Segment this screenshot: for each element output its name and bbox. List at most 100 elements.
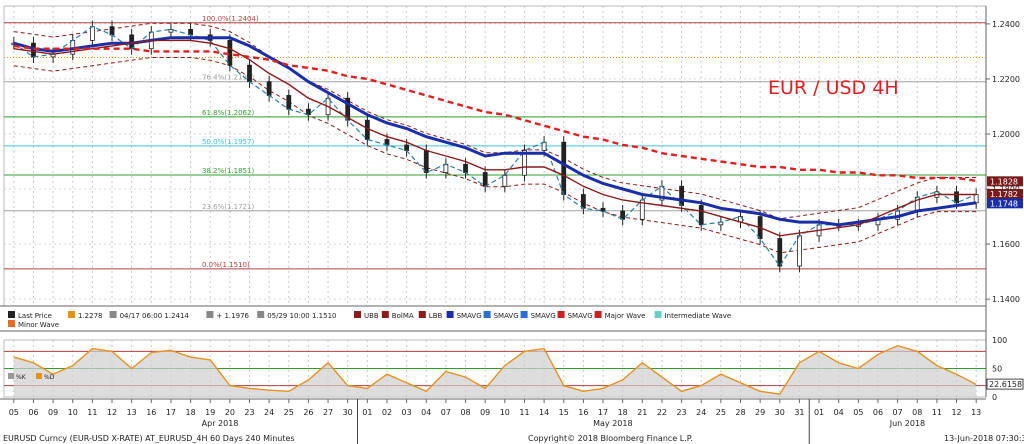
legend-swatch [654,311,662,318]
x-axis-tick-label: 04 [421,408,431,417]
series-line-bolma [13,39,977,237]
price-candle [404,144,410,151]
series-line-major-wave [13,44,977,182]
x-axis-tick-label: 17 [166,408,176,417]
x-axis-tick-label: 05 [9,408,19,417]
fib-level-label: 61.8%(1.2062) [202,109,254,117]
legend-swatch [594,311,602,318]
x-axis-tick-label: 09 [48,408,58,417]
price-marker-label: 1.1748 [990,199,1018,208]
price-candle [580,194,586,209]
minor-wave-line [13,25,977,268]
price-candle [423,150,429,173]
fib-layer: 100.0%(1.2404) 76.4%(1.2190) 61.8%(1.2062)… [4,15,986,270]
price-series-layer [11,20,979,273]
price-candle [463,163,468,173]
x-axis-tick-label: 18 [618,408,628,417]
x-axis-tick-label: 10 [68,408,78,417]
x-axis-tick-label: 10 [500,408,510,417]
oscillator-axis-tick-label: 50 [992,365,1002,374]
price-candle [168,28,174,33]
legend-swatch [557,311,565,318]
x-axis-month-label: Jun 2018 [889,419,925,428]
timestamp-label: 13-Jun-2018 07:30:35 [944,434,1024,443]
price-candle [306,108,311,116]
fib-level-label: 0.0%(1.1510) [202,261,250,269]
legend-swatch [8,320,15,327]
x-axis-tick-label: 09 [480,408,490,417]
x-axis-tick-label: 23 [676,408,686,417]
price-axis-tick-label: 1.1400 [992,295,1020,304]
price-marker-box [987,198,1023,209]
price-candle [600,207,606,212]
x-axis-tick-label: 12 [951,408,961,417]
x-axis-tick-label: 01 [362,408,372,417]
price-candle [522,150,527,176]
x-axis-tick-label: 06 [873,408,883,417]
price-marker-box [987,188,1023,199]
x-axis-tick-label: 26 [303,408,313,417]
price-candle [502,174,508,187]
x-axis-tick-label: 25 [284,408,294,417]
price-candle [286,95,292,110]
legend-label: Major Wave [605,312,646,320]
legend-swatch [257,311,265,318]
x-axis-tick-label: 16 [146,408,156,417]
fib-level-label: 50.0%(1.1957) [202,138,254,146]
x-axis-tick-label: 30 [343,408,353,417]
price-axis-tick-label: 1.2400 [992,20,1020,29]
x-axis-tick-label: 08 [912,408,922,417]
oscillator-marker-label: 22.6158 [989,380,1022,389]
x-axis-tick-label: 25 [716,408,726,417]
x-axis-tick-label: 15 [559,408,569,417]
oscillator-d-line [13,344,977,395]
x-axis-tick-label: 16 [578,408,588,417]
price-candle [679,185,684,206]
x-axis-tick-label: 11 [87,408,97,417]
x-axis-tick-label: 13 [971,408,981,417]
price-candle [797,235,802,267]
x-axis-tick-label: 08 [460,408,470,417]
lower-bollinger-band [13,57,977,254]
legend-label: Minor Wave [18,321,59,329]
x-axis-tick-label: 24 [264,408,274,417]
chart-title: EUR / USD 4H [768,77,899,99]
fib-level-label: 100.0%(1.2404) [202,15,259,23]
oscillator-k-area [13,345,977,397]
x-axis-tick-label: 23 [244,408,254,417]
legend-label: 05/29 10:00 1.1510 [267,312,336,320]
x-axis-month-label: May 2018 [593,419,632,428]
grid-layer [0,5,987,398]
legend-label: BolMA [392,312,414,320]
oscillator-axis-tick-label: 100 [992,336,1007,345]
legend-swatch [520,311,528,318]
x-axis-tick-label: 24 [696,408,706,417]
price-candle [109,26,115,36]
oscillator-legend-swatch [8,373,14,379]
upper-bollinger-band [13,22,977,220]
x-axis-month-label: Apr 2018 [202,419,239,428]
legend-label: SMAVG [531,312,556,320]
price-marker-label: 1.1782 [990,190,1018,199]
x-axis-tick-label: 02 [382,408,392,417]
x-axis-tick-label: 28 [735,408,745,417]
x-axis-tick-label: 29 [755,408,765,417]
oscillator-axis-tick-label: 0 [992,393,997,402]
oscillator-legend-label: %D [44,374,55,381]
legend-swatch [381,311,389,318]
legend-label: Intermediate Wave [665,312,732,320]
x-axis-tick-label: 20 [225,408,235,417]
legend-label: SMAVG [568,312,593,320]
legend-swatch [418,311,426,318]
legend-label: 1.2278 [78,312,103,320]
oscillator-layer [4,344,986,397]
price-candle [247,64,252,83]
x-axis-tick-label: 07 [441,408,451,417]
legend-label: LBB [429,312,443,320]
legend-swatch [109,311,117,318]
oscillator-marker-box [986,378,1024,390]
x-axis-tick-label: 11 [932,408,942,417]
x-axis-tick-label: 19 [205,408,215,417]
x-axis-tick-label: 18 [185,408,195,417]
